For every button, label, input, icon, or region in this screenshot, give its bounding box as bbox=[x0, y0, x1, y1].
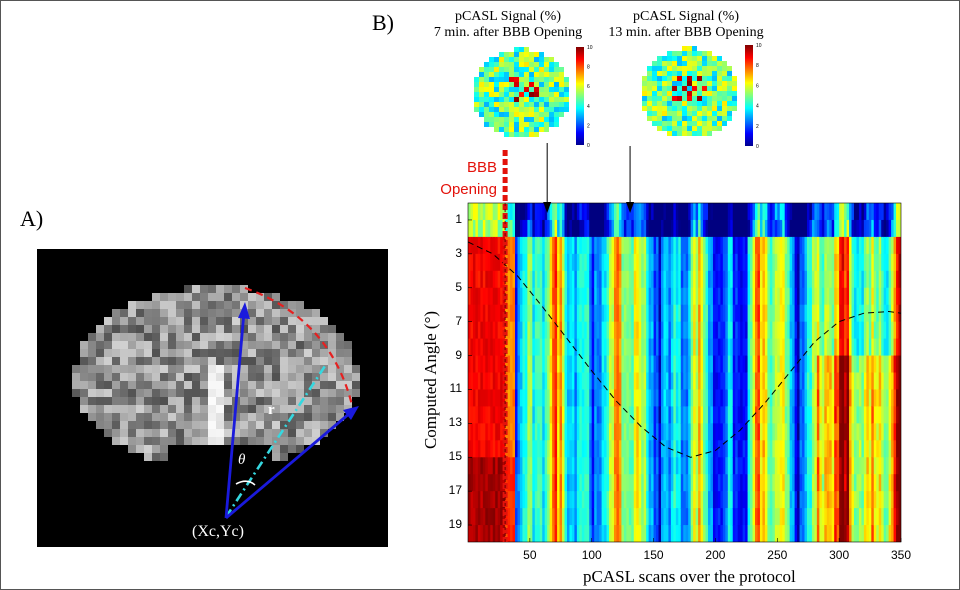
map2-colorbar-ticks: 10 8 6 4 2 0 bbox=[756, 43, 762, 150]
colorbar-tick-label: 0 bbox=[587, 143, 590, 149]
x-tick-label: 100 bbox=[581, 548, 602, 562]
map1-colorbar-ticks: 10 8 6 4 2 0 bbox=[587, 45, 593, 149]
colorbar-tick-label: 6 bbox=[756, 83, 759, 89]
heatmap-border bbox=[467, 202, 902, 543]
panel-b-letter: B) bbox=[372, 10, 394, 35]
x-tick-label: 250 bbox=[767, 548, 788, 562]
radius-line bbox=[224, 365, 327, 518]
y-tick-label: 5 bbox=[455, 279, 462, 294]
dashed-curve bbox=[468, 241, 901, 458]
colorbar-tick-label: 10 bbox=[587, 45, 593, 51]
y-tick-marks bbox=[468, 219, 472, 526]
radius-label: r bbox=[268, 402, 275, 418]
colorbar-tick-label: 8 bbox=[756, 63, 759, 69]
x-tick-marks bbox=[529, 538, 902, 542]
y-tick-label: 1 bbox=[455, 211, 462, 226]
colorbar-tick-label: 2 bbox=[756, 124, 759, 130]
y-tick-label: 13 bbox=[448, 415, 462, 430]
x-tick-label: 300 bbox=[829, 548, 850, 562]
bbb-opening-label: BBB Opening bbox=[440, 159, 497, 198]
colorbar-tick-label: 4 bbox=[587, 104, 590, 110]
map2-arrow-head bbox=[626, 202, 635, 213]
map1-arrow-head bbox=[543, 202, 552, 213]
y-tick-label: 3 bbox=[455, 245, 462, 260]
x-tick-label: 200 bbox=[705, 548, 726, 562]
map2-title: pCASL Signal (%) 13 min. after BBB Openi… bbox=[608, 9, 764, 40]
angle-arc bbox=[235, 480, 256, 486]
arrow-left-shaft bbox=[224, 311, 246, 519]
x-tick-label: 50 bbox=[523, 548, 537, 562]
colorbar-tick-label: 8 bbox=[587, 65, 590, 71]
y-tick-label: 9 bbox=[455, 347, 462, 362]
colorbar-tick-label: 0 bbox=[756, 144, 759, 150]
x-axis-label: pCASL scans over the protocol bbox=[583, 567, 796, 586]
radius-arc bbox=[244, 286, 354, 406]
map1-colorbar bbox=[576, 47, 584, 145]
pcasl-map-7min bbox=[469, 47, 569, 139]
arrow-right-head bbox=[343, 406, 359, 420]
arrow-right-shaft bbox=[225, 411, 351, 520]
map1-title: pCASL Signal (%) 7 min. after BBB Openin… bbox=[433, 9, 583, 40]
pcasl-map-13min bbox=[637, 46, 737, 139]
y-tick-label: 7 bbox=[455, 313, 462, 328]
center-label: (Xc,Yc) bbox=[192, 523, 244, 540]
colorbar-tick-label: 6 bbox=[587, 84, 590, 90]
angle-heatmap bbox=[468, 203, 901, 542]
angle-label: θ bbox=[238, 452, 246, 468]
map2-colorbar bbox=[745, 45, 753, 146]
y-axis-label: Computed Angle (°) bbox=[421, 310, 440, 450]
colorbar-tick-label: 2 bbox=[587, 123, 590, 129]
panel-a-letter: A) bbox=[20, 206, 44, 231]
arrow-left-head bbox=[238, 302, 250, 319]
colorbar-tick-label: 4 bbox=[756, 104, 759, 110]
x-tick-label: 150 bbox=[643, 548, 664, 562]
y-tick-label: 19 bbox=[448, 517, 462, 532]
colorbar-tick-label: 10 bbox=[756, 43, 762, 49]
y-tick-label: 11 bbox=[449, 381, 462, 396]
x-tick-label: 350 bbox=[890, 548, 912, 562]
y-tick-label: 17 bbox=[448, 483, 462, 498]
y-tick-label: 15 bbox=[448, 449, 462, 464]
